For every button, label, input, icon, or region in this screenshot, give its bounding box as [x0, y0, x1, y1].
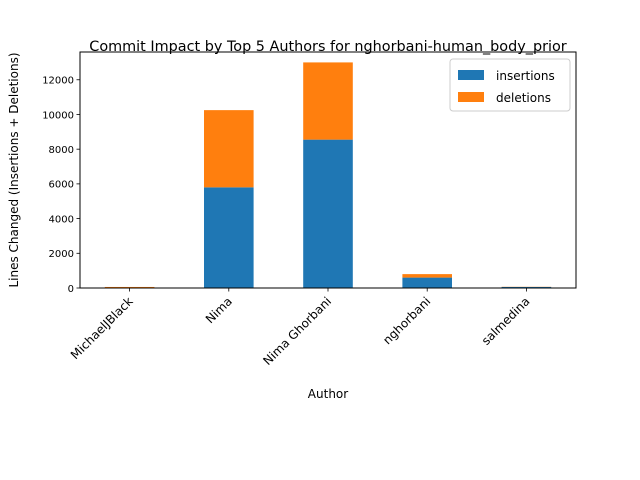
y-tick-label: 6000: [49, 180, 74, 191]
bar-deletions-2: [303, 62, 353, 140]
chart-title: Commit Impact by Top 5 Authors for nghor…: [89, 39, 567, 55]
y-tick-label: 4000: [49, 214, 74, 225]
legend-swatch-insertions: [458, 70, 484, 80]
plot-frame: [79, 51, 577, 289]
legend: insertions deletions: [449, 58, 571, 112]
bar-deletions-0: [104, 286, 155, 288]
bar-insertions-1: [204, 187, 254, 288]
legend-label-deletions: deletions: [496, 91, 551, 105]
y-tick-label: 10000: [42, 110, 74, 121]
bar-insertions-4: [501, 286, 552, 288]
legend-swatch-deletions: [458, 92, 484, 102]
bar-insertions-2: [303, 139, 353, 288]
plot-bars: [104, 62, 552, 288]
y-axis-label: Lines Changed (Insertions + Deletions): [7, 52, 21, 287]
bar-insertions-3: [402, 277, 452, 288]
bar-deletions-1: [204, 110, 254, 188]
y-tick-label: 0: [68, 284, 74, 295]
y-tick-label: 12000: [42, 76, 74, 87]
y-tick-label: 2000: [49, 249, 74, 260]
legend-label-insertions: insertions: [496, 69, 555, 83]
bar-deletions-3: [402, 274, 452, 278]
x-axis-label: Author: [308, 387, 348, 401]
y-tick-label: 8000: [49, 145, 74, 156]
y-axis: 0 2000 4000 6000 8000 10000 12000: [42, 76, 80, 295]
